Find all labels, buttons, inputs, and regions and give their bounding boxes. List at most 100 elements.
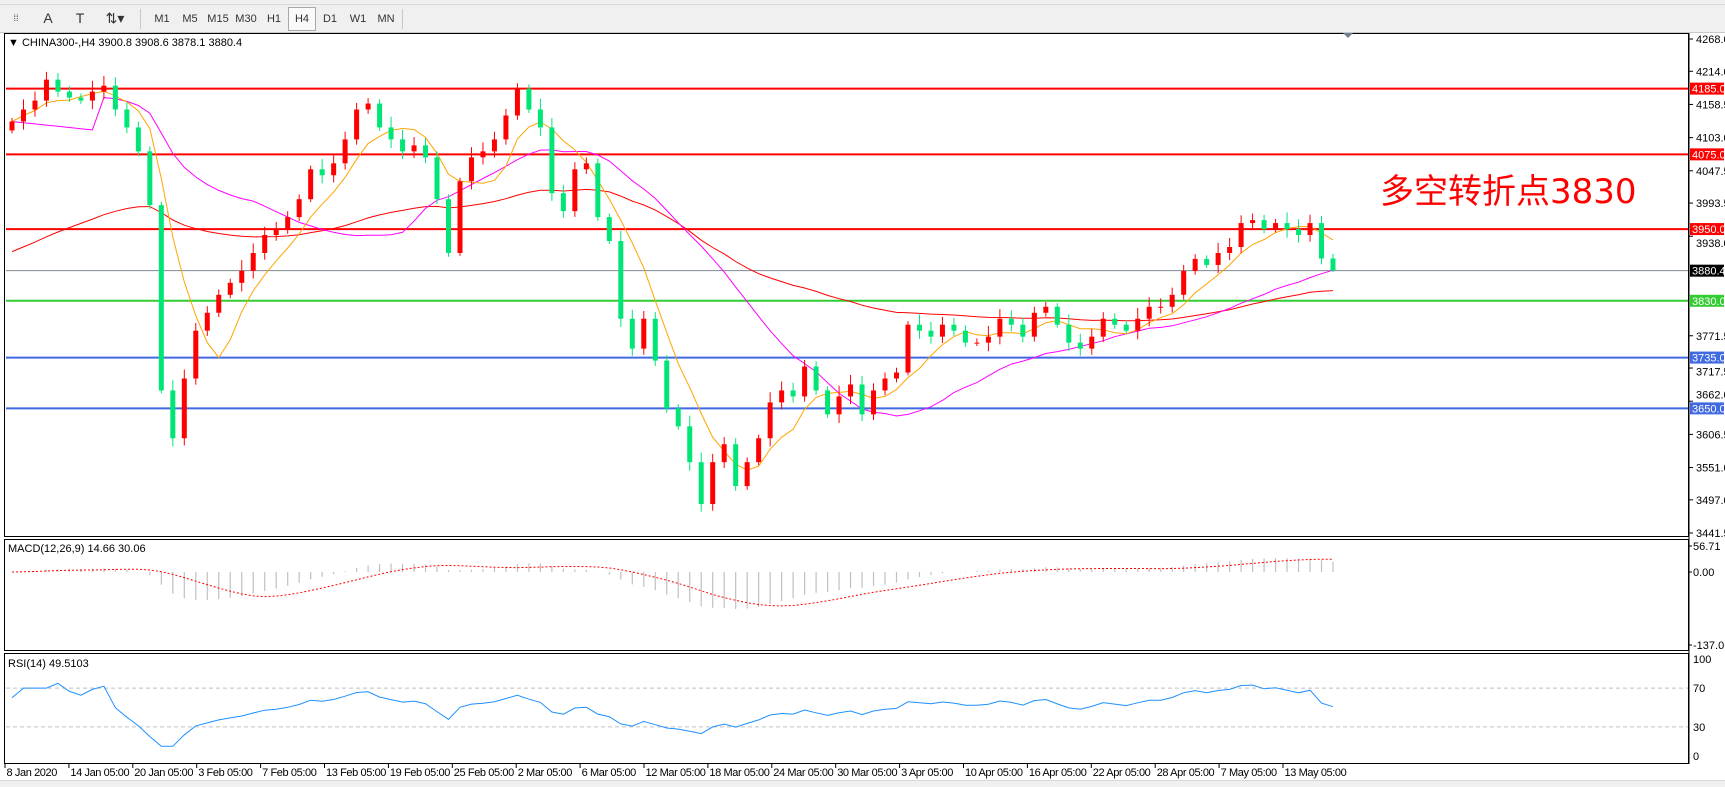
candle-bullish[interactable] [285,217,291,230]
candle-bearish[interactable] [1112,318,1118,325]
candle-bullish[interactable] [20,109,26,122]
candle-bullish[interactable] [503,115,509,140]
candle-bearish[interactable] [962,330,968,343]
candle-bullish[interactable] [239,270,245,283]
candle-bearish[interactable] [687,426,693,463]
grid-properties-button[interactable]: ⁞⁞ [2,7,30,29]
timeframe-h4-button[interactable]: H4 [288,7,316,31]
candle-bearish[interactable] [400,139,406,152]
timeframe-h1-button[interactable]: H1 [266,13,282,25]
candle-bearish[interactable] [859,384,865,415]
candle-bearish[interactable] [733,444,739,487]
chart-shift-marker-icon[interactable] [1343,33,1353,38]
candle-bullish[interactable] [480,151,486,158]
candle-bullish[interactable] [43,79,49,101]
candle-bullish[interactable] [216,294,222,313]
candle-bullish[interactable] [1135,318,1141,331]
candle-bearish[interactable] [675,408,681,427]
candle-bearish[interactable] [537,109,543,128]
candle-bearish[interactable] [629,318,635,349]
candle-bearish[interactable] [112,85,118,110]
candle-bearish[interactable] [55,79,61,92]
candle-bullish[interactable] [1169,294,1175,307]
candle-bearish[interactable] [1020,324,1026,337]
candle-bullish[interactable] [1238,223,1244,247]
price-pane[interactable] [4,33,1689,537]
candle-bullish[interactable] [101,85,107,92]
timeframe-m5-button[interactable]: M5 [182,13,198,25]
candle-bullish[interactable] [89,91,95,101]
candle-bearish[interactable] [124,109,130,128]
candle-bullish[interactable] [1043,306,1049,313]
candle-bullish[interactable] [32,100,38,110]
candle-bullish[interactable] [939,324,945,337]
candle-bullish[interactable] [1031,312,1037,337]
candle-bearish[interactable] [1261,220,1267,230]
candle-bullish[interactable] [262,235,268,253]
candle-bullish[interactable] [514,88,520,116]
candle-bullish[interactable] [583,163,589,170]
candle-bullish[interactable] [974,342,980,344]
candle-bullish[interactable] [308,169,314,200]
candle-bearish[interactable] [434,157,440,200]
candle-bullish[interactable] [871,390,877,415]
candle-bullish[interactable] [204,312,210,331]
candle-bullish[interactable] [227,282,233,295]
candle-bullish[interactable] [342,139,348,164]
candle-bullish[interactable] [9,121,15,131]
candle-bearish[interactable] [618,241,624,319]
candle-bearish[interactable] [825,390,831,415]
candle-bearish[interactable] [1204,258,1210,265]
candle-bearish[interactable] [951,324,957,331]
text-tool-button[interactable]: A [34,7,62,29]
candle-bearish[interactable] [790,390,796,397]
candle-bearish[interactable] [158,205,164,391]
candle-bullish[interactable] [1158,306,1164,308]
candle-bullish[interactable] [296,199,302,218]
candle-bullish[interactable] [997,318,1003,337]
candle-bullish[interactable] [1146,306,1152,319]
candle-bullish[interactable] [1089,336,1095,349]
candle-bullish[interactable] [848,384,854,397]
candle-bearish[interactable] [170,390,176,439]
candle-bullish[interactable] [491,139,497,152]
candle-bearish[interactable] [652,318,658,361]
candle-bearish[interactable] [135,127,141,152]
timeframe-w1-button[interactable]: W1 [349,13,367,25]
candle-bearish[interactable] [560,193,566,212]
candle-bearish[interactable] [595,163,601,218]
candle-bearish[interactable] [813,366,819,391]
candle-bullish[interactable] [1250,220,1256,224]
candle-bullish[interactable] [1181,270,1187,295]
candle-bearish[interactable] [1054,306,1060,325]
arrows-tool-button[interactable]: ⇅▾ [98,7,132,29]
candle-bullish[interactable] [468,157,474,182]
candle-bullish[interactable] [1215,252,1221,265]
candle-bullish[interactable] [331,163,337,176]
candle-bullish[interactable] [882,378,888,391]
candle-bullish[interactable] [1307,223,1313,236]
candle-bearish[interactable] [446,199,452,253]
candle-bearish[interactable] [698,462,704,505]
annotation-text[interactable]: 多空转折点3830 [1380,172,1637,212]
rsi-pane[interactable] [4,653,1689,764]
candle-bearish[interactable] [1077,342,1083,349]
candle-bearish[interactable] [78,97,84,101]
candle-bearish[interactable] [606,217,612,242]
timeframe-m1-button[interactable]: M1 [154,13,170,25]
timeframe-mn-button[interactable]: MN [377,13,395,25]
candle-bullish[interactable] [779,390,785,403]
candle-bearish[interactable] [66,91,72,98]
candle-bearish[interactable] [423,145,429,158]
candle-bearish[interactable] [928,330,934,337]
candle-bullish[interactable] [641,318,647,349]
candle-bullish[interactable] [354,109,360,140]
timeframe-m30-button[interactable]: M30 [235,13,257,25]
candle-bullish[interactable] [1192,258,1198,271]
candle-bearish[interactable] [1066,324,1072,343]
candle-bullish[interactable] [802,366,808,397]
candle-bearish[interactable] [319,169,325,176]
timeframe-d1-button[interactable]: D1 [322,13,338,25]
candle-bearish[interactable] [147,151,153,206]
candle-bearish[interactable] [1284,223,1290,230]
